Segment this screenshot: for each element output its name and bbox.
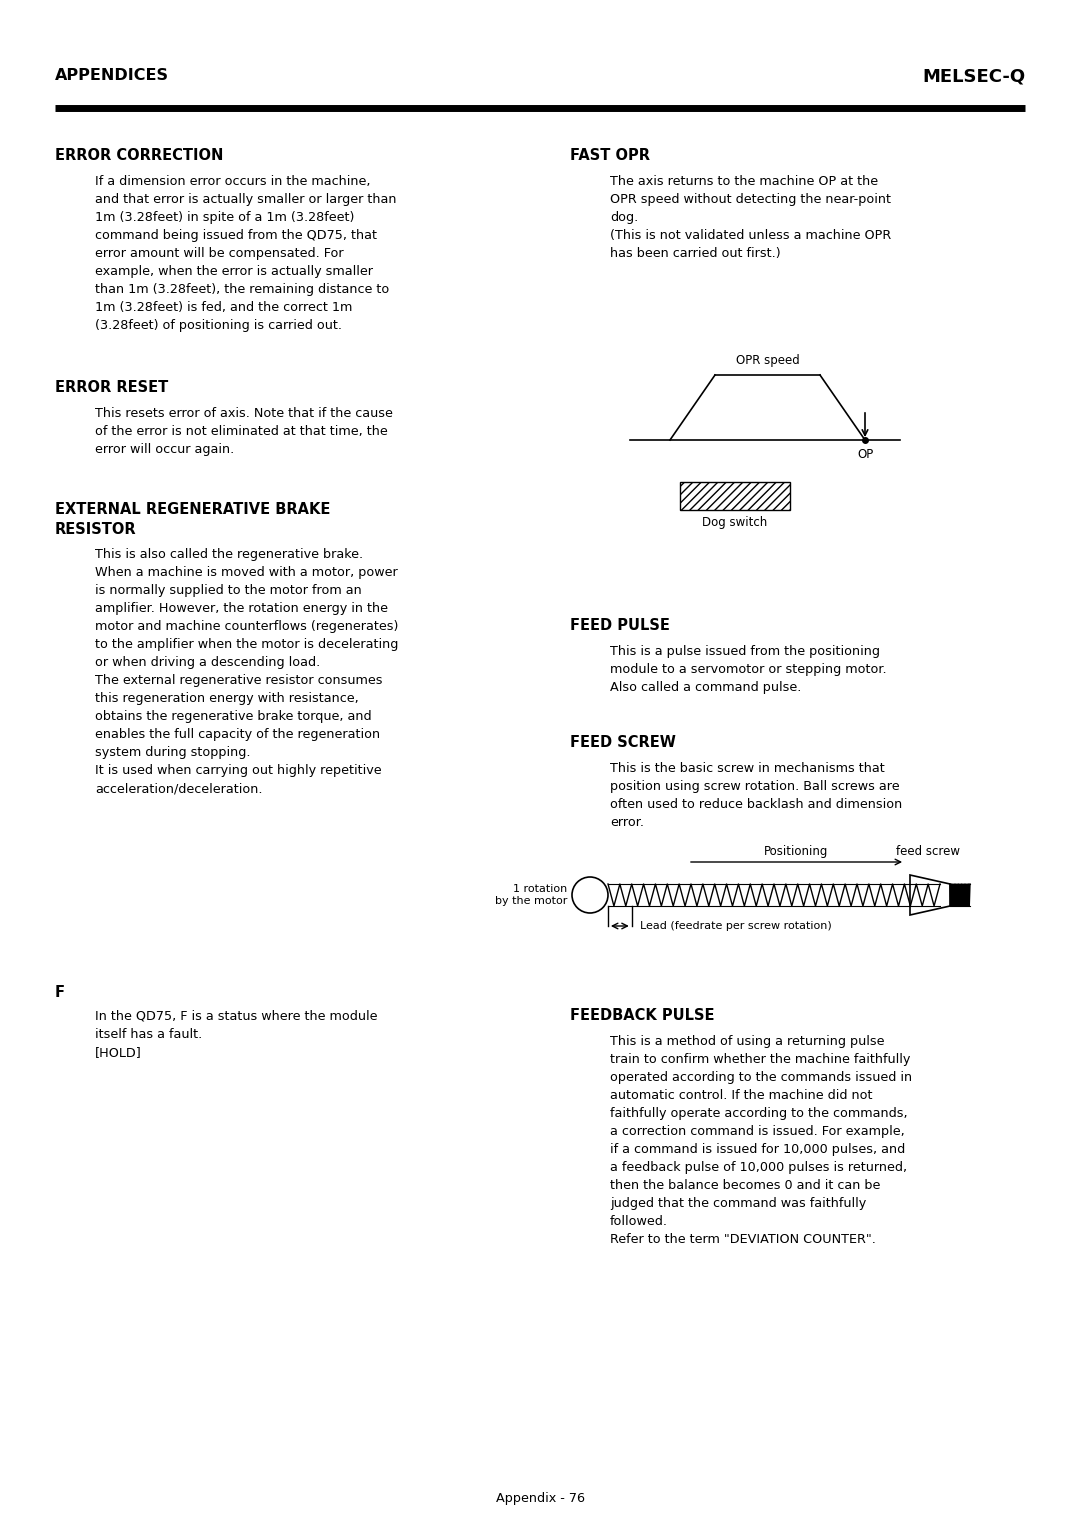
Text: [HOLD]: [HOLD] [95, 1047, 141, 1059]
Text: train to confirm whether the machine faithfully: train to confirm whether the machine fai… [610, 1053, 910, 1067]
Text: of the error is not eliminated at that time, the: of the error is not eliminated at that t… [95, 425, 388, 439]
Text: error will occur again.: error will occur again. [95, 443, 234, 455]
Text: Lead (feedrate per screw rotation): Lead (feedrate per screw rotation) [639, 921, 832, 931]
Text: Dog switch: Dog switch [702, 516, 768, 529]
Text: or when driving a descending load.: or when driving a descending load. [95, 656, 321, 669]
Text: followed.: followed. [610, 1215, 669, 1229]
Text: This is also called the regenerative brake.: This is also called the regenerative bra… [95, 549, 363, 561]
Text: amplifier. However, the rotation energy in the: amplifier. However, the rotation energy … [95, 602, 388, 614]
Text: this regeneration energy with resistance,: this regeneration energy with resistance… [95, 692, 359, 704]
Text: RESISTOR: RESISTOR [55, 523, 137, 536]
Text: ERROR RESET: ERROR RESET [55, 380, 168, 396]
Text: Also called a command pulse.: Also called a command pulse. [610, 681, 801, 694]
Text: a feedback pulse of 10,000 pulses is returned,: a feedback pulse of 10,000 pulses is ret… [610, 1161, 907, 1174]
Text: 1m (3.28feet) is fed, and the correct 1m: 1m (3.28feet) is fed, and the correct 1m [95, 301, 352, 313]
Text: has been carried out first.): has been carried out first.) [610, 248, 781, 260]
Text: obtains the regenerative brake torque, and: obtains the regenerative brake torque, a… [95, 711, 372, 723]
Text: Refer to the term "DEVIATION COUNTER".: Refer to the term "DEVIATION COUNTER". [610, 1233, 876, 1245]
Text: to the amplifier when the motor is decelerating: to the amplifier when the motor is decel… [95, 639, 399, 651]
Text: This is a method of using a returning pulse: This is a method of using a returning pu… [610, 1034, 885, 1048]
Text: Appendix - 76: Appendix - 76 [496, 1491, 584, 1505]
Text: OPR speed: OPR speed [735, 354, 799, 367]
Text: 1m (3.28feet) in spite of a 1m (3.28feet): 1m (3.28feet) in spite of a 1m (3.28feet… [95, 211, 354, 225]
Polygon shape [910, 876, 950, 915]
Text: faithfully operate according to the commands,: faithfully operate according to the comm… [610, 1106, 907, 1120]
Text: This resets error of axis. Note that if the cause: This resets error of axis. Note that if … [95, 406, 393, 420]
Text: The axis returns to the machine OP at the: The axis returns to the machine OP at th… [610, 176, 878, 188]
Text: position using screw rotation. Ball screws are: position using screw rotation. Ball scre… [610, 779, 900, 793]
Text: OP: OP [856, 448, 873, 461]
Text: feed screw: feed screw [896, 845, 960, 859]
Text: ERROR CORRECTION: ERROR CORRECTION [55, 148, 224, 163]
Text: APPENDICES: APPENDICES [55, 69, 168, 83]
Text: is normally supplied to the motor from an: is normally supplied to the motor from a… [95, 584, 362, 597]
Text: F: F [55, 986, 65, 999]
Text: often used to reduce backlash and dimension: often used to reduce backlash and dimens… [610, 798, 902, 811]
Text: OPR speed without detecting the near-point: OPR speed without detecting the near-poi… [610, 193, 891, 206]
Text: error.: error. [610, 816, 644, 830]
Text: example, when the error is actually smaller: example, when the error is actually smal… [95, 264, 373, 278]
Text: If a dimension error occurs in the machine,: If a dimension error occurs in the machi… [95, 176, 370, 188]
Text: FEEDBACK PULSE: FEEDBACK PULSE [570, 1008, 715, 1024]
Text: then the balance becomes 0 and it can be: then the balance becomes 0 and it can be [610, 1180, 880, 1192]
Text: enables the full capacity of the regeneration: enables the full capacity of the regener… [95, 727, 380, 741]
Text: and that error is actually smaller or larger than: and that error is actually smaller or la… [95, 193, 396, 206]
Text: system during stopping.: system during stopping. [95, 746, 251, 759]
Text: judged that the command was faithfully: judged that the command was faithfully [610, 1196, 866, 1210]
Text: When a machine is moved with a motor, power: When a machine is moved with a motor, po… [95, 565, 397, 579]
Text: Positioning: Positioning [765, 845, 828, 859]
Text: error amount will be compensated. For: error amount will be compensated. For [95, 248, 343, 260]
Text: (This is not validated unless a machine OPR: (This is not validated unless a machine … [610, 229, 891, 241]
Text: motor and machine counterflows (regenerates): motor and machine counterflows (regenera… [95, 620, 399, 633]
Text: dog.: dog. [610, 211, 638, 225]
Text: It is used when carrying out highly repetitive: It is used when carrying out highly repe… [95, 764, 381, 778]
Text: command being issued from the QD75, that: command being issued from the QD75, that [95, 229, 377, 241]
Text: than 1m (3.28feet), the remaining distance to: than 1m (3.28feet), the remaining distan… [95, 283, 389, 296]
Text: FAST OPR: FAST OPR [570, 148, 650, 163]
Text: a correction command is issued. For example,: a correction command is issued. For exam… [610, 1125, 905, 1138]
Text: if a command is issued for 10,000 pulses, and: if a command is issued for 10,000 pulses… [610, 1143, 905, 1157]
Text: FEED PULSE: FEED PULSE [570, 617, 670, 633]
Text: This is a pulse issued from the positioning: This is a pulse issued from the position… [610, 645, 880, 659]
Text: acceleration/deceleration.: acceleration/deceleration. [95, 782, 262, 795]
Text: (3.28feet) of positioning is carried out.: (3.28feet) of positioning is carried out… [95, 319, 342, 332]
Text: This is the basic screw in mechanisms that: This is the basic screw in mechanisms th… [610, 762, 885, 775]
Text: operated according to the commands issued in: operated according to the commands issue… [610, 1071, 913, 1083]
Text: itself has a fault.: itself has a fault. [95, 1028, 202, 1041]
Bar [680, 481, 789, 510]
Text: The external regenerative resistor consumes: The external regenerative resistor consu… [95, 674, 382, 688]
Text: module to a servomotor or stepping motor.: module to a servomotor or stepping motor… [610, 663, 887, 675]
Text: FEED SCREW: FEED SCREW [570, 735, 676, 750]
Text: In the QD75, F is a status where the module: In the QD75, F is a status where the mod… [95, 1010, 378, 1024]
Text: MELSEC-Q: MELSEC-Q [922, 69, 1025, 86]
Text: automatic control. If the machine did not: automatic control. If the machine did no… [610, 1089, 873, 1102]
Text: EXTERNAL REGENERATIVE BRAKE: EXTERNAL REGENERATIVE BRAKE [55, 503, 330, 516]
Text: 1 rotation
by the motor: 1 rotation by the motor [495, 885, 567, 906]
